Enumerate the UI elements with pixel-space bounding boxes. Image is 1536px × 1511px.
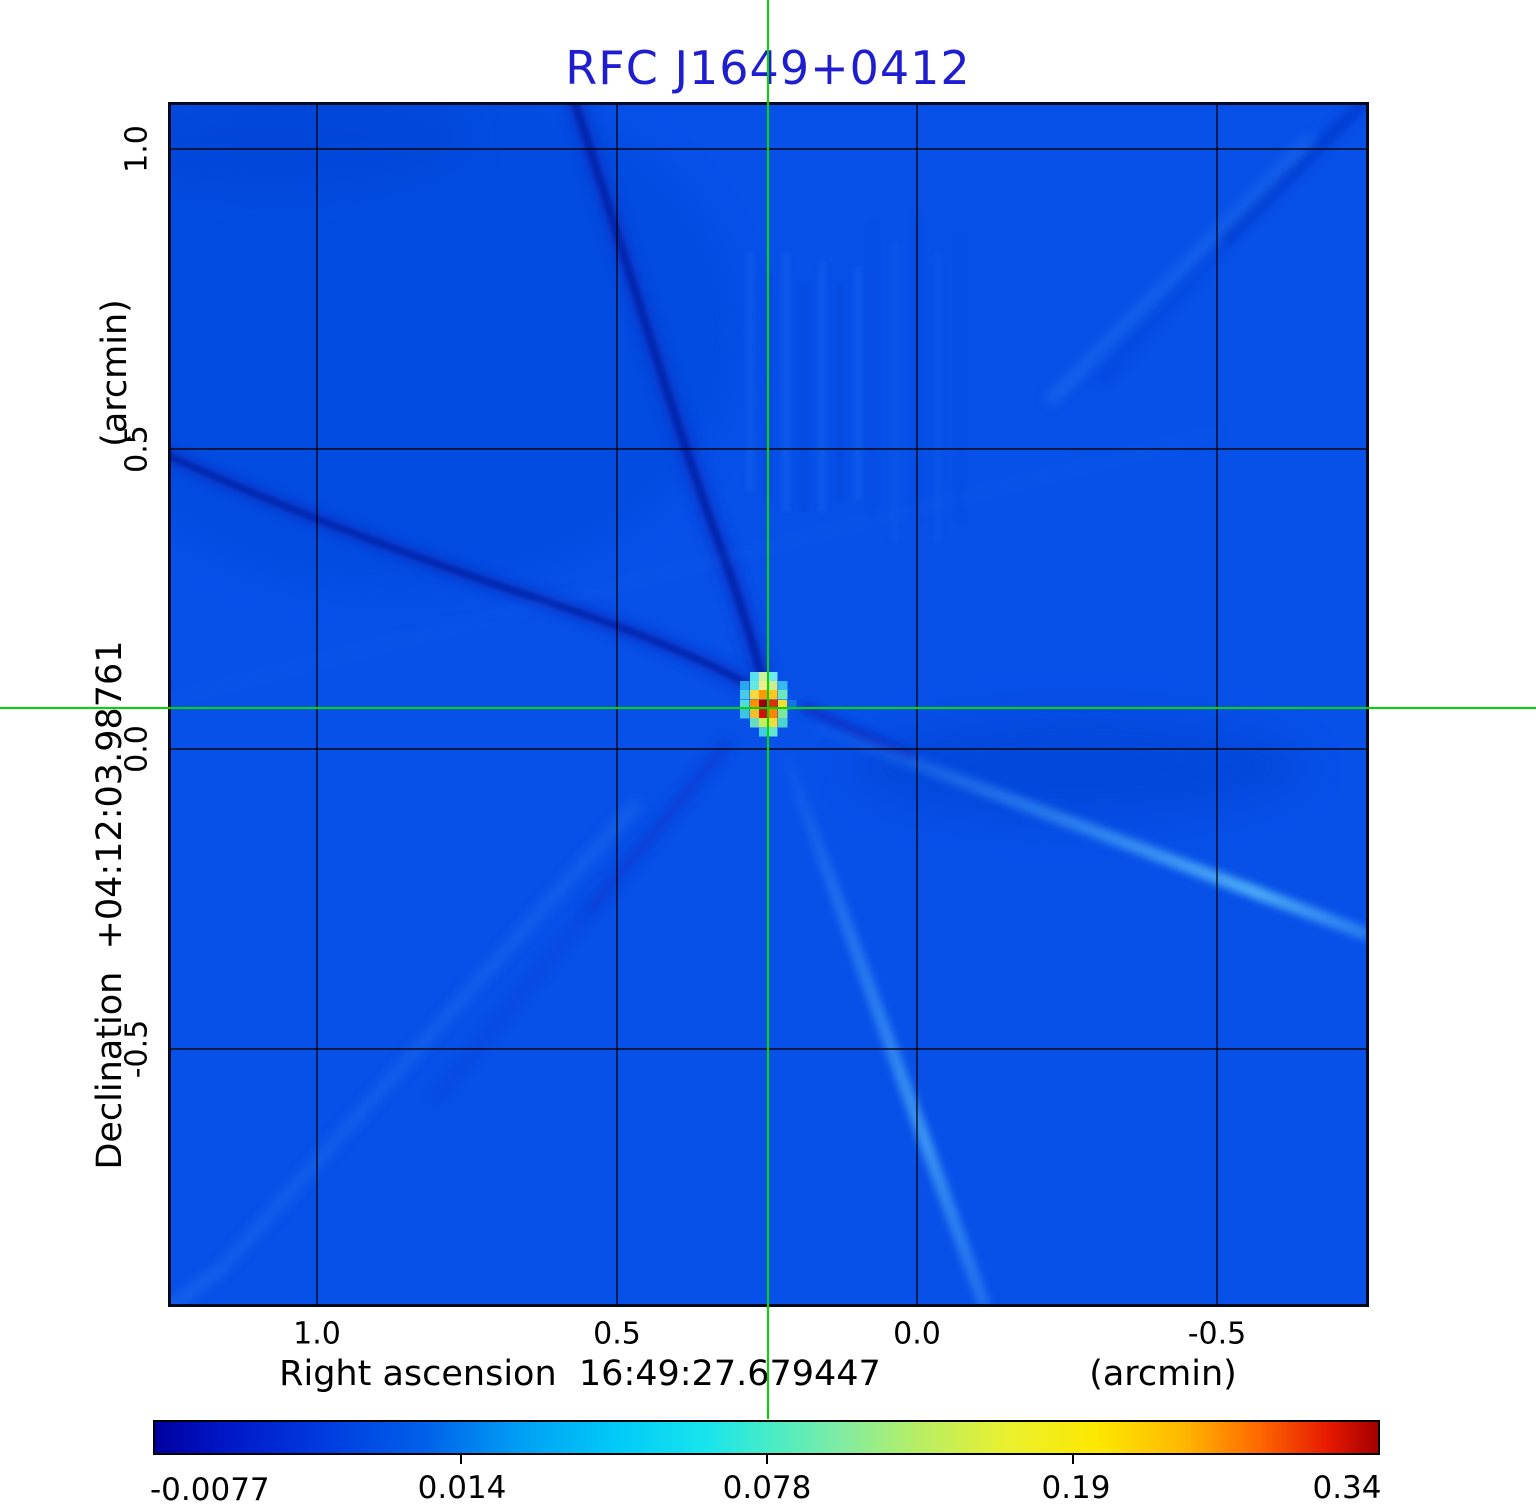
bright-sidelobe-streaks (154, 132, 1372, 1322)
colorbar-label-min: -0.0077 (150, 1472, 270, 1508)
y-tick-1.0: 1.0 (119, 125, 155, 173)
x-tick-1.0: 1.0 (293, 1316, 341, 1352)
dark-sidelobe-streaks (156, 91, 1374, 1106)
x-tick-0.0: 0.0 (893, 1316, 941, 1352)
colorbar-label-0.078: 0.078 (722, 1470, 812, 1506)
colorbar-label-max: 0.34 (1312, 1470, 1382, 1506)
colorbar (153, 1420, 1380, 1455)
y-tick-0.5: 0.5 (119, 425, 155, 473)
colorbar-label-0.014: 0.014 (417, 1470, 507, 1506)
colorbar-tick-0.078 (766, 1455, 768, 1464)
x-tick-neg0.5: -0.5 (1187, 1316, 1247, 1352)
page-title: RFC J1649+0412 (565, 41, 971, 95)
colorbar-tick-0.014 (460, 1455, 462, 1464)
colorbar-tick-0.19 (1072, 1455, 1074, 1464)
colorbar-label-0.19: 0.19 (1041, 1470, 1111, 1506)
y-axis-title: Declination +04:12:03.98761 (90, 640, 130, 1170)
source-peak-pixels (740, 672, 797, 737)
y-tick-neg0.5: -0.5 (119, 1019, 155, 1079)
y-tick-0.0: 0.0 (119, 725, 155, 773)
crosshair-vertical-line (767, 0, 769, 1419)
x-axis-unit-label: (arcmin) (1089, 1354, 1237, 1394)
x-axis-title: Right ascension 16:49:27.679447 (279, 1354, 881, 1394)
x-tick-0.5: 0.5 (593, 1316, 641, 1352)
